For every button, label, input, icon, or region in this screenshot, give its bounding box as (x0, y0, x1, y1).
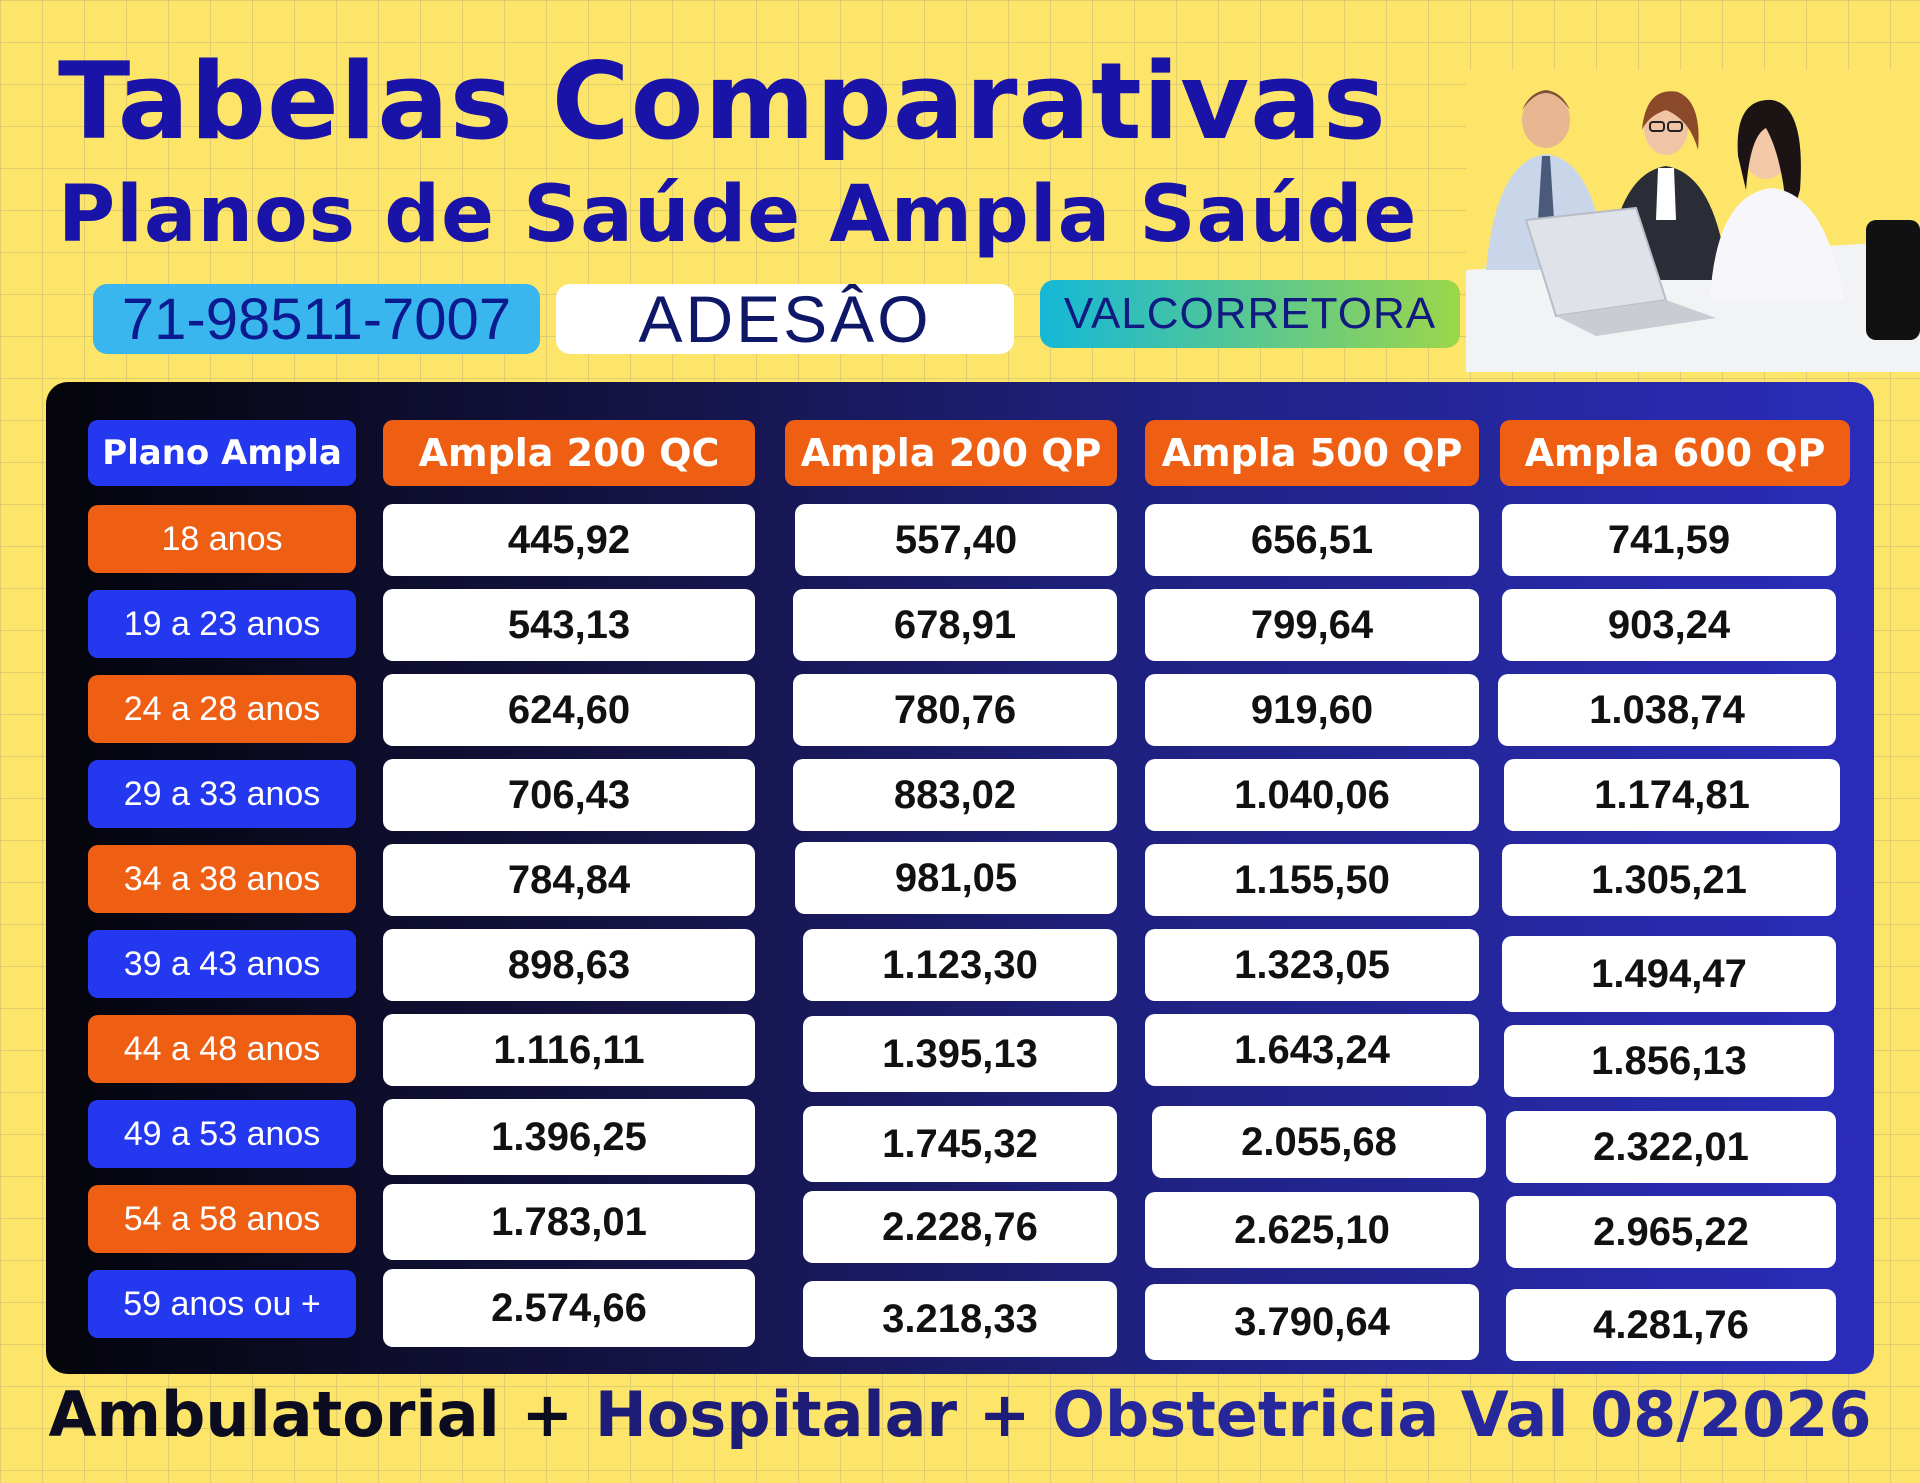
price-table: Plano Ampla Ampla 200 QC Ampla 200 QP Am… (46, 382, 1874, 1374)
page-title: Tabelas Comparativas (58, 40, 1387, 163)
age-label: 39 a 43 anos (88, 930, 356, 998)
price-cell: 2.965,22 (1506, 1196, 1836, 1268)
price-cell: 706,43 (383, 759, 755, 831)
price-cell: 1.174,81 (1504, 759, 1840, 831)
age-label: 29 a 33 anos (88, 760, 356, 828)
price-cell: 1.305,21 (1502, 844, 1836, 916)
price-cell: 1.155,50 (1145, 844, 1479, 916)
price-cell: 903,24 (1502, 589, 1836, 661)
age-label: 49 a 53 anos (88, 1100, 356, 1168)
footer-obstetricia-validity: Obstetricia Val 08/2026 (1052, 1378, 1872, 1451)
footer-ambulatorial: Ambulatorial + (48, 1378, 595, 1451)
price-cell: 1.395,13 (803, 1016, 1117, 1092)
age-label: 24 a 28 anos (88, 675, 356, 743)
price-cell: 2.055,68 (1152, 1106, 1486, 1178)
footer-hospitalar: Hospitalar + (594, 1378, 1053, 1451)
column-header-ampla-600-qp: Ampla 600 QP (1500, 420, 1850, 486)
price-cell: 445,92 (383, 504, 755, 576)
price-cell: 741,59 (1502, 504, 1836, 576)
price-cell: 919,60 (1145, 674, 1479, 746)
price-cell: 883,02 (793, 759, 1117, 831)
price-cell: 2.322,01 (1506, 1111, 1836, 1183)
coverage-footer: Ambulatorial + Hospitalar + Obstetricia … (0, 1378, 1920, 1451)
price-cell: 1.323,05 (1145, 929, 1479, 1001)
age-label: 59 anos ou + (88, 1270, 356, 1338)
broker-badge: VALCORRETORA (1040, 280, 1460, 348)
price-cell: 784,84 (383, 844, 755, 916)
price-cell: 780,76 (793, 674, 1117, 746)
column-header-ampla-500-qp: Ampla 500 QP (1145, 420, 1479, 486)
price-cell: 2.625,10 (1145, 1192, 1479, 1268)
modality-badge: ADESÂO (556, 282, 1014, 356)
age-label: 44 a 48 anos (88, 1015, 356, 1083)
page-subtitle: Planos de Saúde Ampla Saúde (58, 170, 1418, 260)
price-cell: 1.040,06 (1145, 759, 1479, 831)
price-cell: 799,64 (1145, 589, 1479, 661)
column-header-ampla-200-qp: Ampla 200 QP (785, 420, 1117, 486)
price-cell: 898,63 (383, 929, 755, 1001)
price-cell: 678,91 (793, 589, 1117, 661)
price-cell: 1.116,11 (383, 1014, 755, 1086)
price-cell: 3.218,33 (803, 1281, 1117, 1357)
price-cell: 1.123,30 (803, 929, 1117, 1001)
age-label: 18 anos (88, 505, 356, 573)
age-label: 19 a 23 anos (88, 590, 356, 658)
price-cell: 1.038,74 (1498, 674, 1836, 746)
price-cell: 4.281,76 (1506, 1289, 1836, 1361)
price-cell: 2.228,76 (803, 1191, 1117, 1263)
price-cell: 2.574,66 (383, 1269, 755, 1347)
price-cell: 1.643,24 (1145, 1014, 1479, 1086)
team-photo (1466, 70, 1920, 372)
price-cell: 656,51 (1145, 504, 1479, 576)
price-cell: 543,13 (383, 589, 755, 661)
price-cell: 1.856,13 (1504, 1025, 1834, 1097)
age-label: 34 a 38 anos (88, 845, 356, 913)
price-cell: 1.494,47 (1502, 936, 1836, 1012)
price-cell: 624,60 (383, 674, 755, 746)
price-cell: 557,40 (795, 504, 1117, 576)
column-header-ampla-200-qc: Ampla 200 QC (383, 420, 755, 486)
age-label: 54 a 58 anos (88, 1185, 356, 1253)
phone-badge[interactable]: 71-98511-7007 (93, 284, 540, 354)
price-cell: 1.783,01 (383, 1184, 755, 1260)
price-cell: 3.790,64 (1145, 1284, 1479, 1360)
row-header: Plano Ampla (88, 420, 356, 486)
price-cell: 981,05 (795, 842, 1117, 914)
price-cell: 1.396,25 (383, 1099, 755, 1175)
price-cell: 1.745,32 (803, 1106, 1117, 1182)
